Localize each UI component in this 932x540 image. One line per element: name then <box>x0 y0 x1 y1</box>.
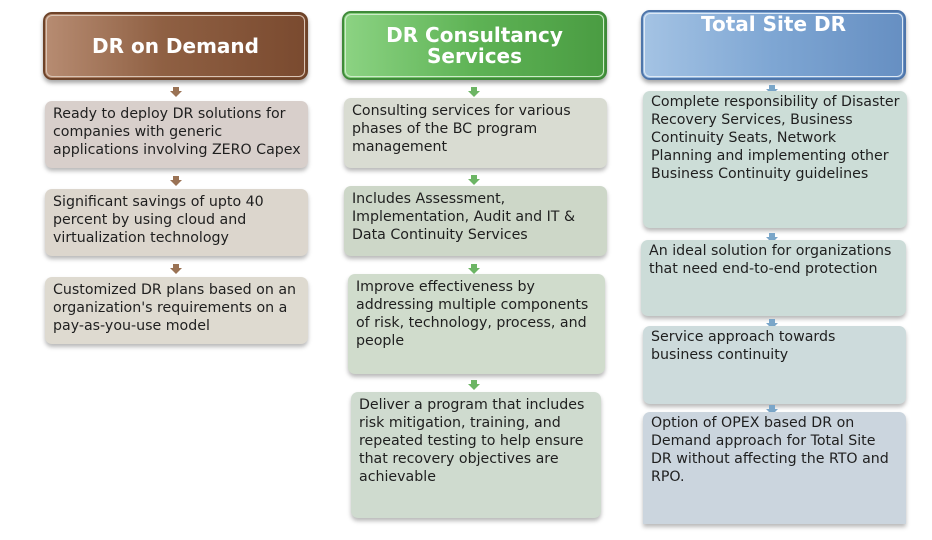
header-total-site-dr: Total Site DR <box>641 10 906 80</box>
total-site-item-2: An ideal solution for organizations that… <box>641 240 906 316</box>
consultancy-item-3: Improve effectiveness by addressing mult… <box>348 274 605 374</box>
down-arrow-icon <box>468 175 480 185</box>
down-arrow-icon <box>468 264 480 274</box>
consultancy-item-4: Deliver a program that includes risk mit… <box>351 392 601 518</box>
down-arrow-icon <box>170 87 182 97</box>
total-site-item-3: Service approach towards business contin… <box>643 326 906 404</box>
down-arrow-icon <box>468 380 480 390</box>
total-site-item-1: Complete responsibility of Disaster Reco… <box>643 91 907 228</box>
header-dr-on-demand: DR on Demand <box>43 12 308 80</box>
dr-on-demand-item-2: Significant savings of upto 40 percent b… <box>45 189 308 256</box>
total-site-item-4: Option of OPEX based DR on Demand approa… <box>643 412 906 524</box>
down-arrow-icon <box>468 87 480 97</box>
down-arrow-icon <box>170 176 182 186</box>
consultancy-item-1: Consulting services for various phases o… <box>344 98 607 168</box>
down-arrow-icon <box>170 264 182 274</box>
header-title: Total Site DR <box>701 12 846 36</box>
header-dr-consultancy-services: DR Consultancy Services <box>342 11 607 80</box>
header-title: DR Consultancy Services <box>386 22 563 68</box>
consultancy-item-2: Includes Assessment, Implementation, Aud… <box>344 186 607 256</box>
dr-on-demand-item-1: Ready to deploy DR solutions for compani… <box>45 101 308 168</box>
dr-on-demand-item-3: Customized DR plans based on an organiza… <box>45 277 308 344</box>
header-title: DR on Demand <box>92 33 259 58</box>
